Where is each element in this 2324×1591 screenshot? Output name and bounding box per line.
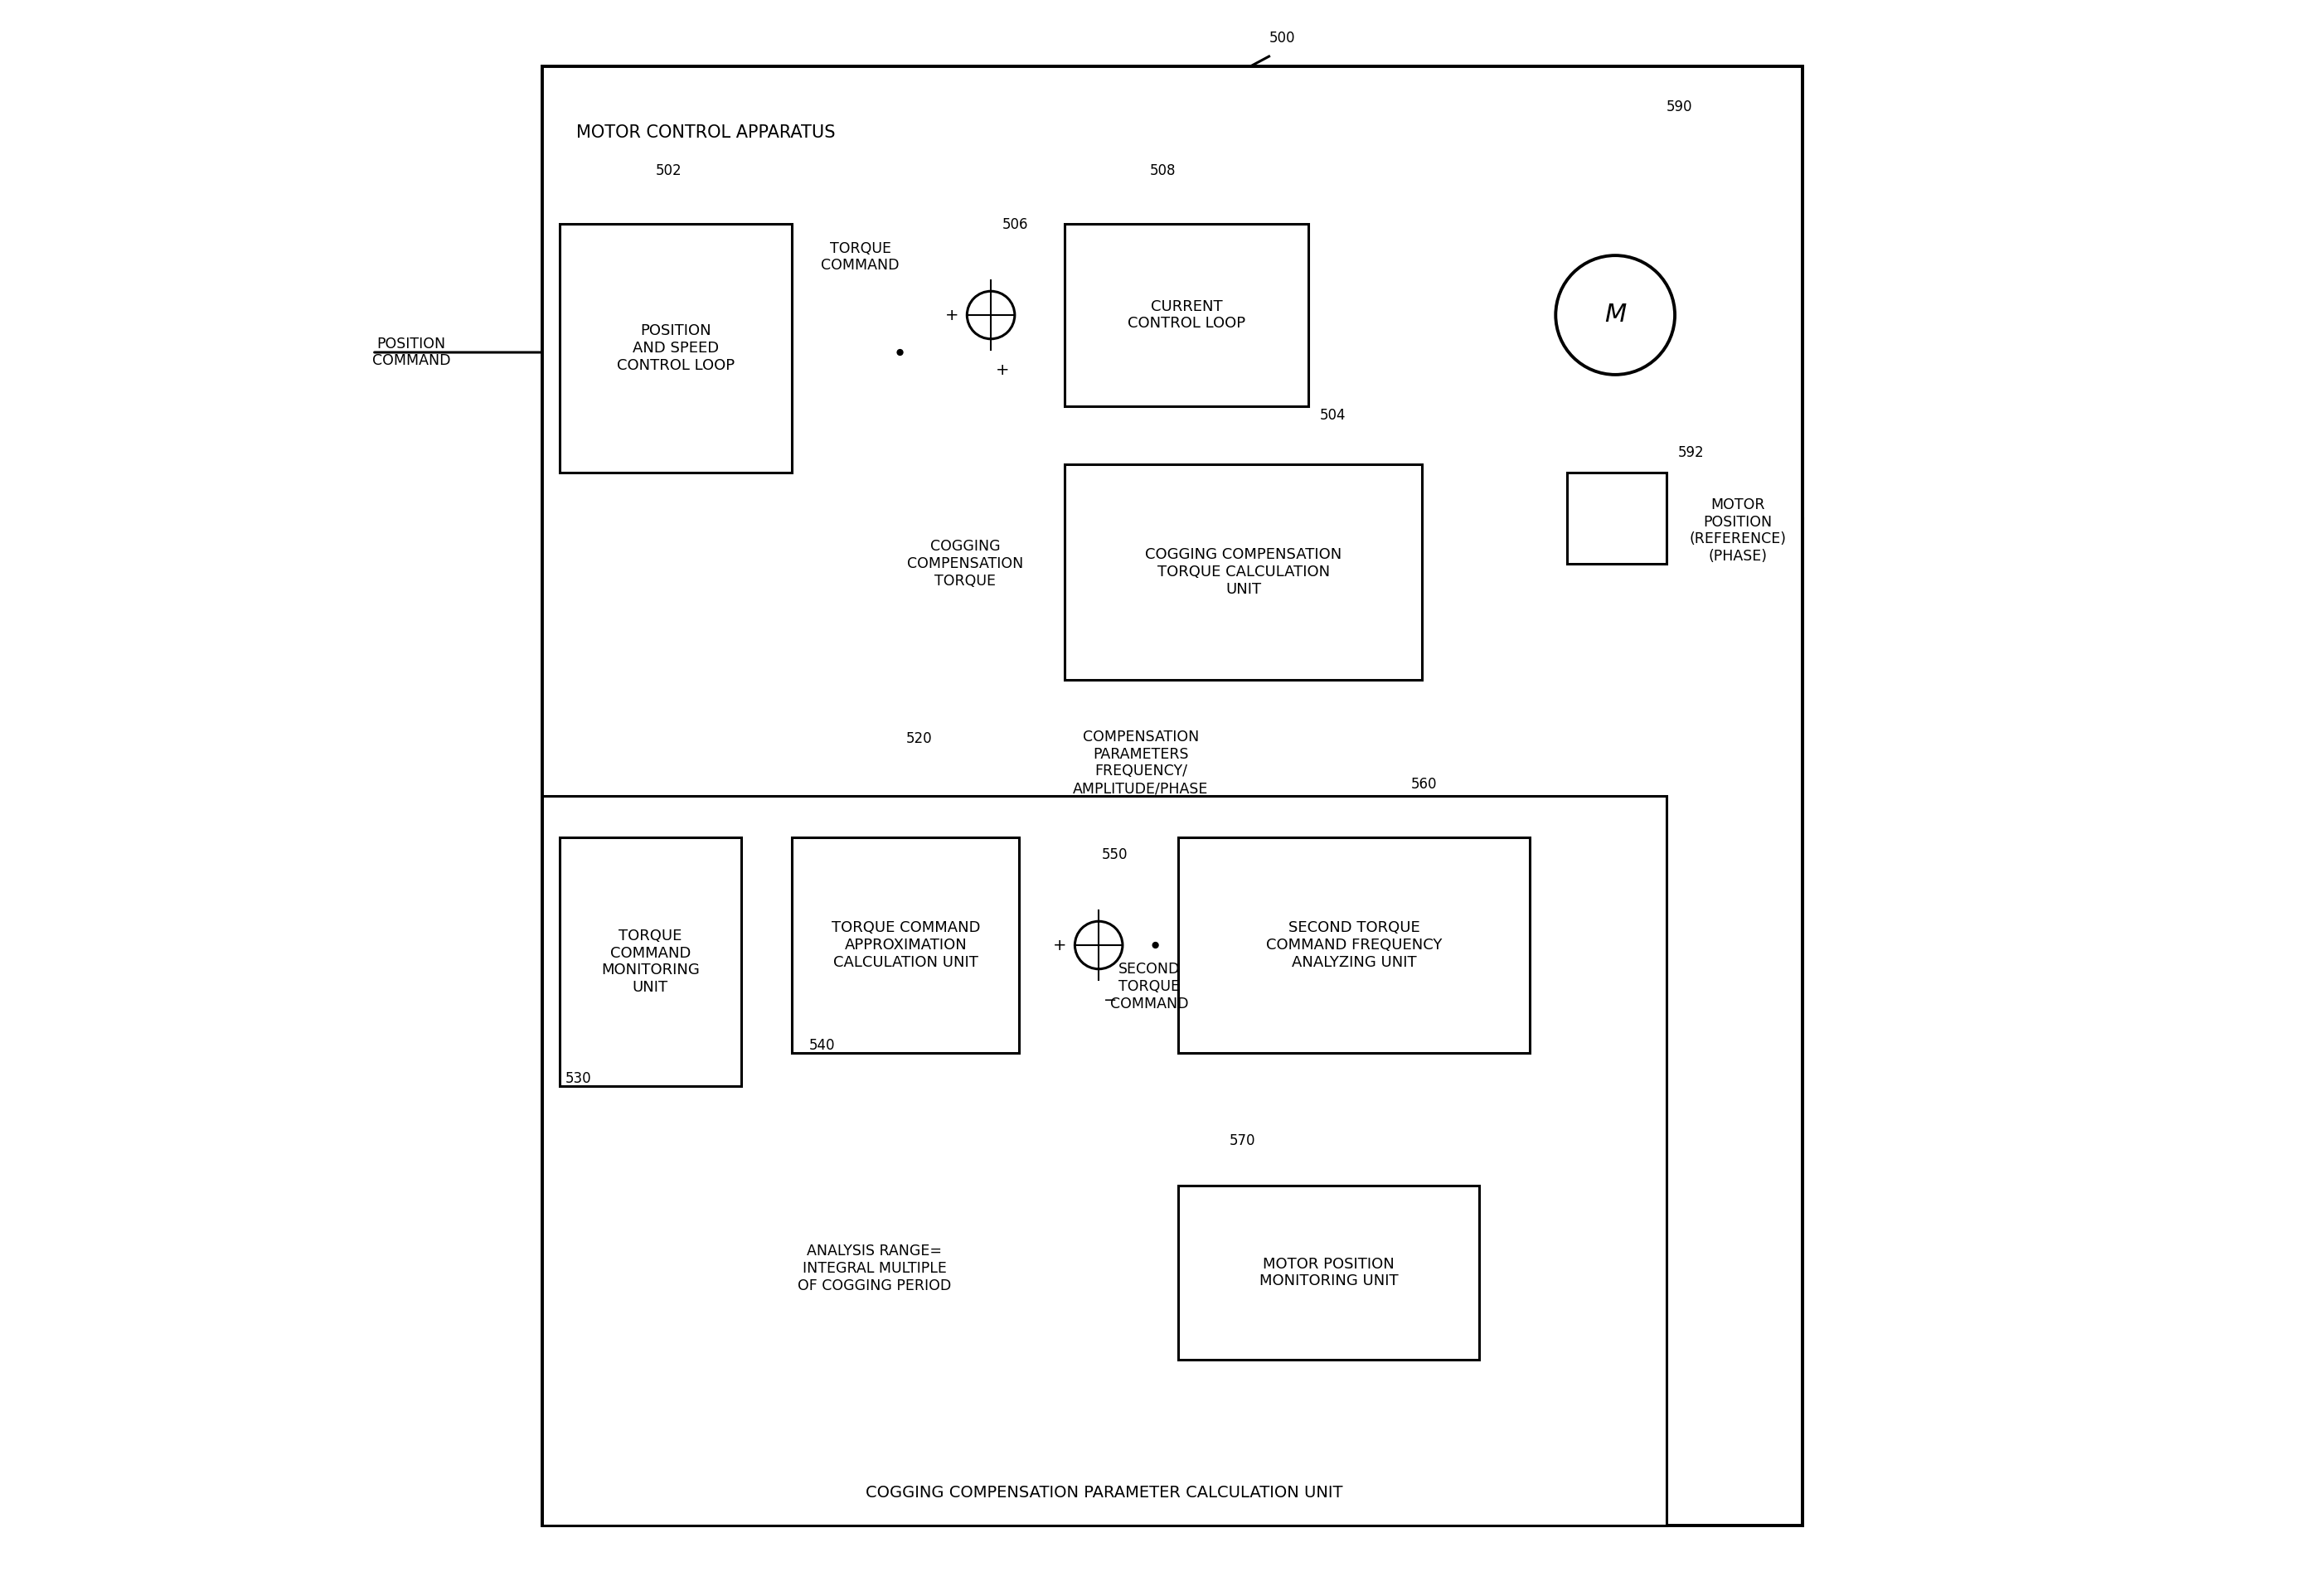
Text: POSITION
AND SPEED
CONTROL LOOP: POSITION AND SPEED CONTROL LOOP: [616, 323, 734, 372]
Text: POSITION
COMMAND: POSITION COMMAND: [372, 336, 451, 369]
Text: 550: 550: [1102, 848, 1127, 862]
Text: ANALYSIS RANGE=
INTEGRAL MULTIPLE
OF COGGING PERIOD: ANALYSIS RANGE= INTEGRAL MULTIPLE OF COG…: [797, 1244, 951, 1293]
FancyBboxPatch shape: [541, 67, 1803, 1526]
Text: M: M: [1604, 302, 1627, 328]
Text: COMPENSATION
PARAMETERS
FREQUENCY/
AMPLITUDE/PHASE: COMPENSATION PARAMETERS FREQUENCY/ AMPLI…: [1074, 729, 1208, 796]
FancyBboxPatch shape: [560, 224, 792, 473]
Text: 560: 560: [1411, 776, 1436, 792]
FancyBboxPatch shape: [541, 796, 1666, 1526]
FancyBboxPatch shape: [1064, 224, 1308, 406]
Text: COGGING COMPENSATION
TORQUE CALCULATION
UNIT: COGGING COMPENSATION TORQUE CALCULATION …: [1146, 547, 1341, 597]
Text: 506: 506: [1002, 218, 1027, 232]
Text: SECOND
TORQUE
COMMAND: SECOND TORQUE COMMAND: [1111, 963, 1188, 1012]
Text: 500: 500: [1269, 30, 1294, 46]
Text: 540: 540: [809, 1037, 834, 1053]
FancyBboxPatch shape: [1178, 837, 1529, 1053]
FancyBboxPatch shape: [792, 837, 1020, 1053]
Text: TORQUE COMMAND
APPROXIMATION
CALCULATION UNIT: TORQUE COMMAND APPROXIMATION CALCULATION…: [832, 921, 981, 971]
Text: MOTOR POSITION
MONITORING UNIT: MOTOR POSITION MONITORING UNIT: [1260, 1257, 1399, 1289]
Circle shape: [1555, 256, 1676, 374]
Text: CURRENT
CONTROL LOOP: CURRENT CONTROL LOOP: [1127, 299, 1246, 331]
Text: TORQUE
COMMAND
MONITORING
UNIT: TORQUE COMMAND MONITORING UNIT: [602, 929, 700, 994]
Text: +: +: [946, 307, 957, 323]
FancyBboxPatch shape: [1178, 1185, 1478, 1360]
Text: MOTOR
POSITION
(REFERENCE)
(PHASE): MOTOR POSITION (REFERENCE) (PHASE): [1690, 498, 1787, 563]
FancyBboxPatch shape: [1566, 473, 1666, 563]
Text: COGGING
COMPENSATION
TORQUE: COGGING COMPENSATION TORQUE: [906, 539, 1023, 589]
Text: 502: 502: [655, 164, 683, 178]
Text: COGGING COMPENSATION PARAMETER CALCULATION UNIT: COGGING COMPENSATION PARAMETER CALCULATI…: [867, 1484, 1343, 1500]
Text: SECOND TORQUE
COMMAND FREQUENCY
ANALYZING UNIT: SECOND TORQUE COMMAND FREQUENCY ANALYZIN…: [1267, 921, 1443, 971]
Text: MOTOR CONTROL APPARATUS: MOTOR CONTROL APPARATUS: [576, 124, 837, 142]
FancyBboxPatch shape: [560, 837, 741, 1087]
Text: +: +: [1053, 937, 1067, 953]
Circle shape: [897, 350, 904, 355]
Text: 504: 504: [1320, 407, 1346, 423]
FancyBboxPatch shape: [1064, 465, 1422, 679]
Text: 520: 520: [906, 732, 932, 746]
Text: TORQUE
COMMAND: TORQUE COMMAND: [820, 240, 899, 274]
Circle shape: [1153, 942, 1157, 948]
Text: 508: 508: [1150, 164, 1176, 178]
Circle shape: [967, 291, 1016, 339]
Text: 592: 592: [1678, 445, 1703, 460]
Text: +: +: [995, 363, 1009, 379]
Text: 530: 530: [565, 1071, 590, 1087]
Text: 570: 570: [1229, 1133, 1255, 1149]
Text: −: −: [1104, 993, 1118, 1009]
Circle shape: [1076, 921, 1122, 969]
Text: 590: 590: [1666, 100, 1692, 115]
